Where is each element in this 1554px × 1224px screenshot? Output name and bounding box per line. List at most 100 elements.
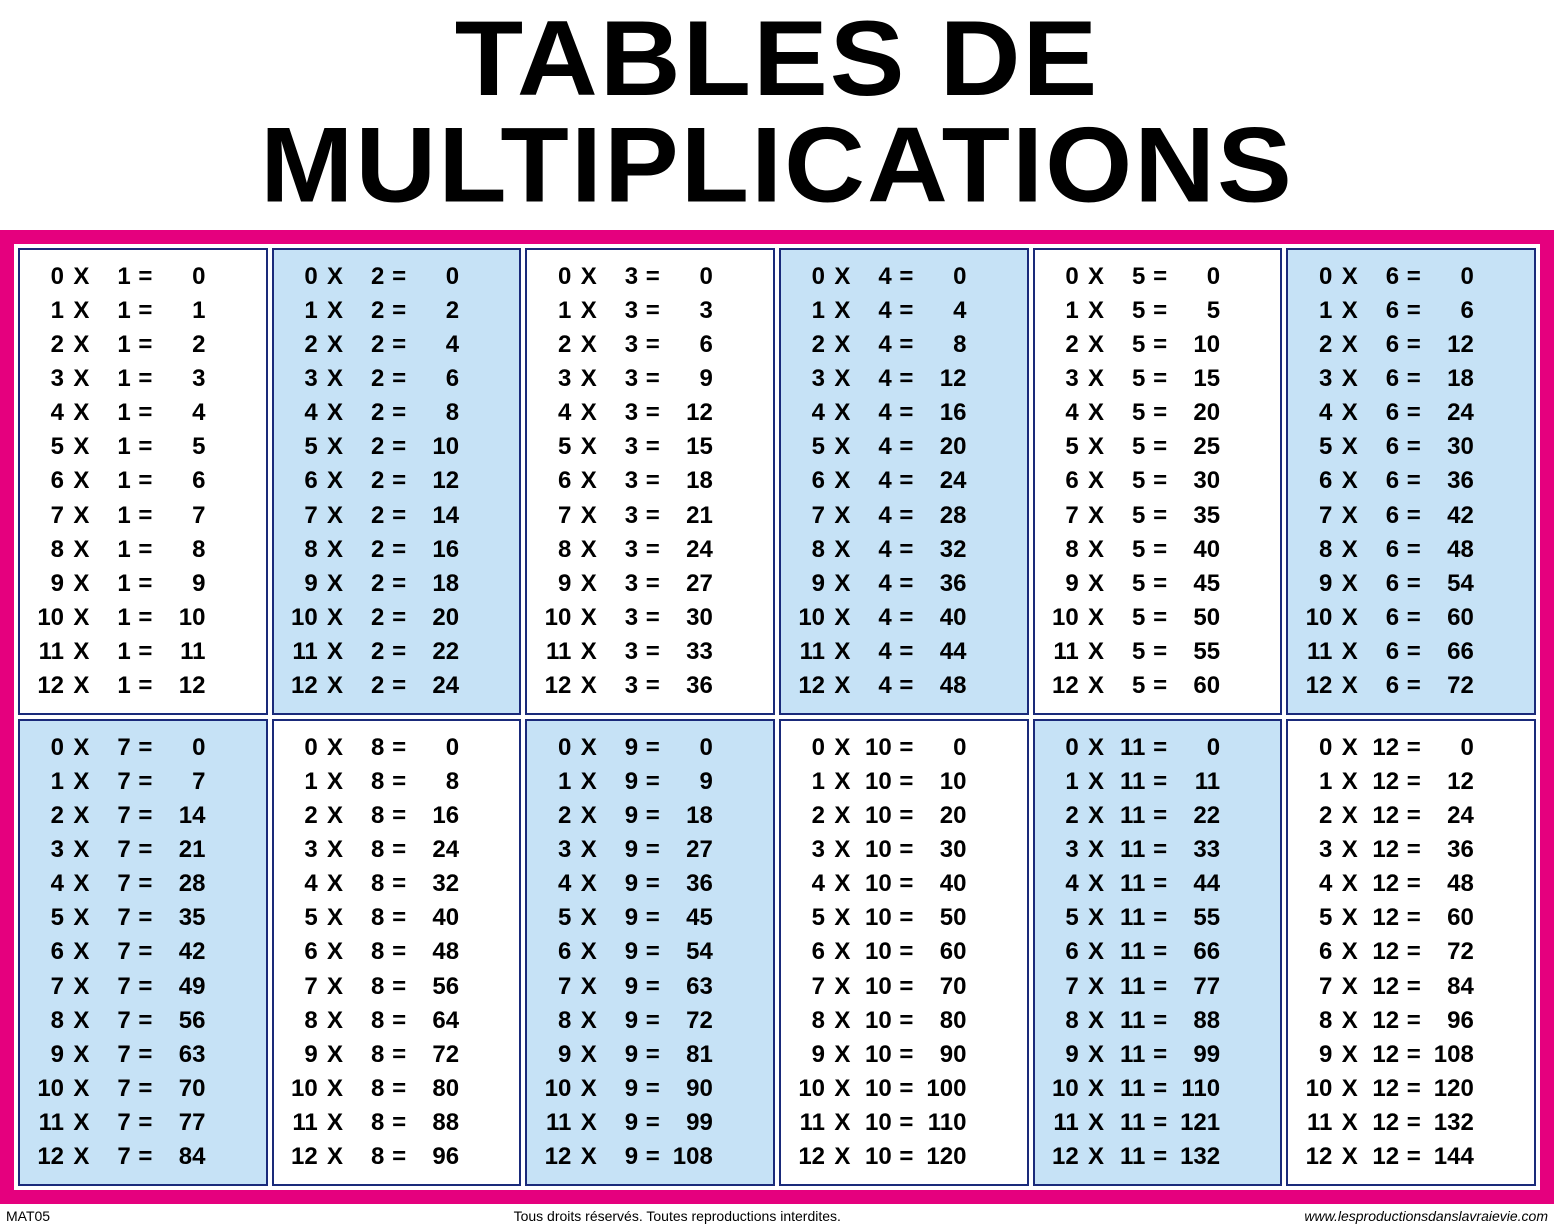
table-row: 12X8=96	[286, 1140, 512, 1174]
table-row: 2X3=6	[539, 328, 765, 362]
table-row: 0X7=0	[32, 731, 258, 765]
table-row: 7X8=56	[286, 970, 512, 1004]
table-row: 3X12=36	[1300, 833, 1526, 867]
table-row: 5X6=30	[1300, 430, 1526, 464]
table-cell-6: 0X6=01X6=62X6=123X6=184X6=245X6=306X6=36…	[1286, 248, 1536, 715]
table-row: 10X6=60	[1300, 601, 1526, 635]
table-row: 5X2=10	[286, 430, 512, 464]
table-row: 6X12=72	[1300, 935, 1526, 969]
table-row: 10X9=90	[539, 1072, 765, 1106]
table-row: 8X10=80	[793, 1004, 1019, 1038]
table-row: 4X8=32	[286, 867, 512, 901]
table-row: 10X5=50	[1047, 601, 1273, 635]
table-row: 5X3=15	[539, 430, 765, 464]
outer-frame: 0X1=01X1=12X1=23X1=34X1=45X1=56X1=67X1=7…	[0, 230, 1554, 1204]
table-row: 10X3=30	[539, 601, 765, 635]
table-row: 1X11=11	[1047, 765, 1273, 799]
table-row: 2X2=4	[286, 328, 512, 362]
table-row: 4X9=36	[539, 867, 765, 901]
table-row: 9X3=27	[539, 567, 765, 601]
table-row: 5X10=50	[793, 901, 1019, 935]
table-row: 2X6=12	[1300, 328, 1526, 362]
table-row: 0X4=0	[793, 260, 1019, 294]
table-cell-5: 0X5=01X5=52X5=103X5=154X5=205X5=256X5=30…	[1033, 248, 1283, 715]
table-row: 9X10=90	[793, 1038, 1019, 1072]
table-row: 12X6=72	[1300, 669, 1526, 703]
table-row: 1X8=8	[286, 765, 512, 799]
table-row: 3X3=9	[539, 362, 765, 396]
table-row: 6X9=54	[539, 935, 765, 969]
table-row: 4X12=48	[1300, 867, 1526, 901]
table-row: 0X1=0	[32, 260, 258, 294]
table-row: 5X4=20	[793, 430, 1019, 464]
tables-grid: 0X1=01X1=12X1=23X1=34X1=45X1=56X1=67X1=7…	[18, 248, 1536, 1186]
table-row: 9X2=18	[286, 567, 512, 601]
table-row: 8X11=88	[1047, 1004, 1273, 1038]
table-row: 11X4=44	[793, 635, 1019, 669]
table-row: 1X4=4	[793, 294, 1019, 328]
table-row: 3X9=27	[539, 833, 765, 867]
table-row: 2X11=22	[1047, 799, 1273, 833]
table-row: 2X5=10	[1047, 328, 1273, 362]
table-row: 10X4=40	[793, 601, 1019, 635]
table-row: 8X1=8	[32, 533, 258, 567]
table-row: 1X3=3	[539, 294, 765, 328]
table-row: 4X2=8	[286, 396, 512, 430]
table-row: 1X1=1	[32, 294, 258, 328]
table-row: 7X11=77	[1047, 970, 1273, 1004]
table-row: 2X7=14	[32, 799, 258, 833]
table-row: 6X1=6	[32, 464, 258, 498]
table-row: 6X8=48	[286, 935, 512, 969]
table-cell-8: 0X8=01X8=82X8=163X8=244X8=325X8=406X8=48…	[272, 719, 522, 1186]
table-cell-11: 0X11=01X11=112X11=223X11=334X11=445X11=5…	[1033, 719, 1283, 1186]
page-title: TABLES DE MULTIPLICATIONS	[0, 6, 1554, 225]
table-cell-10: 0X10=01X10=102X10=203X10=304X10=405X10=5…	[779, 719, 1029, 1186]
table-row: 12X4=48	[793, 669, 1019, 703]
table-row: 9X12=108	[1300, 1038, 1526, 1072]
table-row: 12X11=132	[1047, 1140, 1273, 1174]
table-row: 10X12=120	[1300, 1072, 1526, 1106]
table-row: 0X12=0	[1300, 731, 1526, 765]
table-row: 11X7=77	[32, 1106, 258, 1140]
table-row: 7X1=7	[32, 499, 258, 533]
table-row: 0X2=0	[286, 260, 512, 294]
table-row: 8X7=56	[32, 1004, 258, 1038]
table-row: 6X11=66	[1047, 935, 1273, 969]
table-cell-7: 0X7=01X7=72X7=143X7=214X7=285X7=356X7=42…	[18, 719, 268, 1186]
table-row: 9X9=81	[539, 1038, 765, 1072]
table-row: 3X10=30	[793, 833, 1019, 867]
table-row: 1X7=7	[32, 765, 258, 799]
table-row: 12X10=120	[793, 1140, 1019, 1174]
table-row: 3X6=18	[1300, 362, 1526, 396]
table-row: 11X9=99	[539, 1106, 765, 1140]
table-row: 4X3=12	[539, 396, 765, 430]
table-row: 10X1=10	[32, 601, 258, 635]
table-row: 1X10=10	[793, 765, 1019, 799]
table-row: 3X4=12	[793, 362, 1019, 396]
table-row: 7X6=42	[1300, 499, 1526, 533]
table-row: 2X9=18	[539, 799, 765, 833]
table-row: 12X5=60	[1047, 669, 1273, 703]
table-cell-9: 0X9=01X9=92X9=183X9=274X9=365X9=456X9=54…	[525, 719, 775, 1186]
table-row: 8X3=24	[539, 533, 765, 567]
table-row: 1X2=2	[286, 294, 512, 328]
table-row: 1X12=12	[1300, 765, 1526, 799]
table-row: 4X5=20	[1047, 396, 1273, 430]
table-row: 2X10=20	[793, 799, 1019, 833]
table-row: 0X3=0	[539, 260, 765, 294]
table-row: 2X4=8	[793, 328, 1019, 362]
table-row: 11X11=121	[1047, 1106, 1273, 1140]
table-row: 6X4=24	[793, 464, 1019, 498]
table-row: 5X7=35	[32, 901, 258, 935]
table-row: 7X5=35	[1047, 499, 1273, 533]
table-row: 11X10=110	[793, 1106, 1019, 1140]
table-row: 4X7=28	[32, 867, 258, 901]
table-row: 2X8=16	[286, 799, 512, 833]
table-row: 8X4=32	[793, 533, 1019, 567]
table-row: 12X9=108	[539, 1140, 765, 1174]
table-row: 11X6=66	[1300, 635, 1526, 669]
table-row: 8X8=64	[286, 1004, 512, 1038]
table-row: 6X5=30	[1047, 464, 1273, 498]
table-row: 8X2=16	[286, 533, 512, 567]
table-row: 1X9=9	[539, 765, 765, 799]
